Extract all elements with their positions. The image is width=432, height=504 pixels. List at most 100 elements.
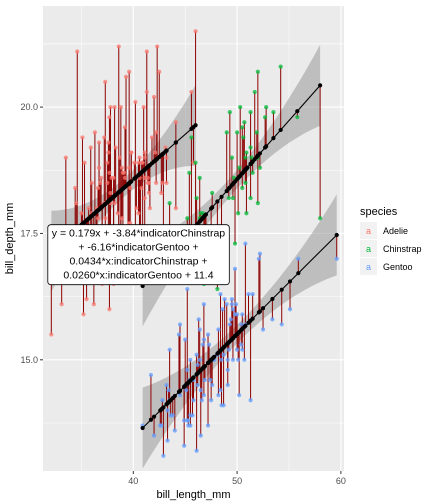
data-point <box>229 302 235 307</box>
data-point <box>127 165 132 170</box>
fitted-point <box>271 136 276 141</box>
data-point <box>224 302 229 307</box>
data-point <box>84 297 89 302</box>
data-point <box>182 418 187 423</box>
data-point <box>95 185 101 191</box>
data-point <box>225 367 230 373</box>
data-point <box>59 302 64 307</box>
data-point <box>225 357 230 362</box>
data-point <box>167 347 172 352</box>
data-point <box>160 180 165 186</box>
fitted-point <box>140 425 145 431</box>
data-point <box>250 291 255 297</box>
fitted-point <box>287 279 293 284</box>
data-point <box>133 99 138 105</box>
data-point <box>99 175 104 180</box>
data-point <box>86 206 91 211</box>
data-point <box>189 135 194 140</box>
data-point <box>318 216 323 221</box>
data-point <box>237 393 242 398</box>
data-point <box>196 317 201 322</box>
data-point <box>227 322 232 327</box>
data-point <box>228 317 233 322</box>
data-point <box>255 201 260 206</box>
data-point <box>215 286 220 292</box>
data-point <box>278 64 283 69</box>
data-point <box>243 155 248 160</box>
y-axis-title: bill_depth_mm <box>4 203 16 275</box>
data-point <box>260 327 266 332</box>
fitted-point <box>151 414 157 419</box>
data-point <box>165 408 170 413</box>
data-point <box>151 433 157 438</box>
fitted-point <box>202 363 208 369</box>
data-point <box>194 352 199 357</box>
data-point <box>151 94 157 100</box>
data-point <box>209 398 214 403</box>
data-point <box>191 398 196 403</box>
data-point <box>127 69 132 74</box>
data-point <box>202 377 208 383</box>
equation-line: 0.0434*x:indicatorChinstrap + <box>69 256 207 268</box>
data-point <box>206 342 212 347</box>
data-point <box>185 216 190 221</box>
data-point <box>155 44 160 49</box>
data-point <box>237 165 242 170</box>
data-point <box>221 403 226 408</box>
data-point <box>159 423 164 428</box>
data-point <box>75 49 80 54</box>
data-point <box>226 195 231 201</box>
data-point <box>230 195 236 201</box>
data-point <box>134 206 139 211</box>
data-point <box>216 393 221 398</box>
data-point <box>218 388 223 393</box>
data-point <box>159 190 164 196</box>
data-point <box>210 190 215 196</box>
data-point <box>205 332 211 337</box>
data-point <box>142 155 147 160</box>
data-point <box>116 44 121 49</box>
data-point <box>167 201 172 206</box>
data-point <box>144 49 149 54</box>
data-point <box>242 357 247 362</box>
data-point <box>165 438 170 443</box>
data-point <box>232 266 238 271</box>
data-point <box>108 190 113 196</box>
data-point <box>197 357 202 362</box>
x-tick-label: 50 <box>232 476 242 486</box>
data-point <box>257 165 263 170</box>
data-point <box>182 443 187 448</box>
fitted-point <box>161 405 166 410</box>
legend-label: Adelie <box>383 226 408 236</box>
data-point <box>201 302 206 307</box>
data-point <box>198 433 203 438</box>
data-point <box>146 180 151 186</box>
data-point <box>227 110 232 115</box>
data-point <box>197 327 202 332</box>
data-point <box>63 155 68 160</box>
data-point <box>248 145 253 150</box>
fitted-point <box>164 148 169 153</box>
legend-label: Chinstrap <box>383 244 422 254</box>
data-point <box>147 206 153 211</box>
x-axis-title: bill_length_mm <box>157 489 231 501</box>
data-point <box>139 185 144 191</box>
data-point <box>198 388 203 393</box>
data-point <box>112 201 117 206</box>
data-point <box>140 160 145 165</box>
data-point <box>254 130 259 135</box>
fitted-point <box>257 309 263 314</box>
data-point <box>128 185 133 191</box>
data-point <box>334 256 339 261</box>
data-point <box>79 211 84 216</box>
data-point <box>146 190 151 196</box>
fitted-point <box>203 212 209 217</box>
data-point <box>257 251 263 256</box>
data-point <box>112 104 117 110</box>
fitted-point <box>173 140 178 145</box>
data-point <box>193 29 198 34</box>
data-point <box>173 206 178 211</box>
fitted-point <box>193 123 198 128</box>
data-point <box>190 413 195 418</box>
data-point <box>230 307 236 312</box>
